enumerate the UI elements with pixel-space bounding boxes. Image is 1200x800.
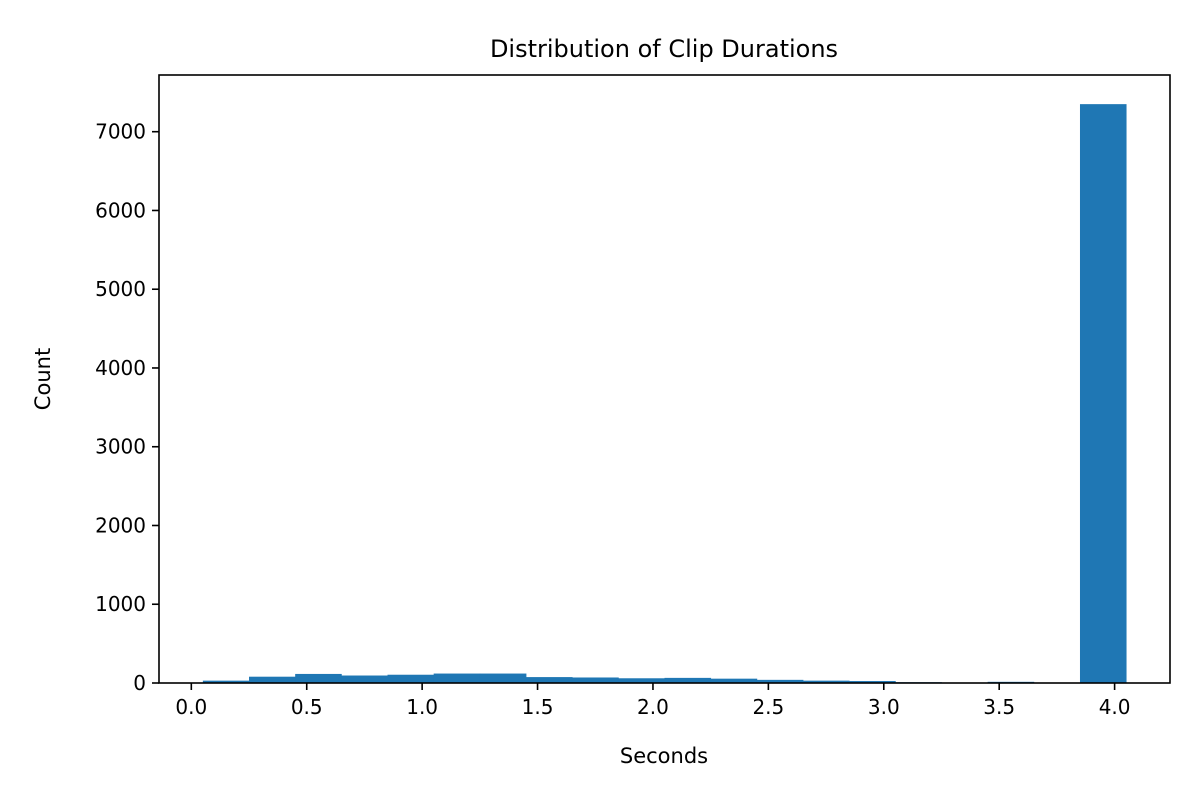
y-tick-label: 2000: [95, 513, 146, 537]
y-axis-label: Count: [31, 348, 55, 410]
y-axis-ticks: 0 1000 2000 3000 4000 5000 6000 7000: [95, 120, 159, 695]
y-tick-label: 4000: [95, 356, 146, 380]
histogram-bar: [249, 676, 296, 683]
y-tick-label: 5000: [95, 277, 146, 301]
y-tick-label: 6000: [95, 198, 146, 222]
histogram-bar: [1079, 104, 1127, 683]
histogram-bar: [572, 677, 619, 683]
x-tick-label: 3.5: [983, 695, 1015, 719]
x-tick-label: 2.5: [752, 695, 784, 719]
histogram-bar: [202, 680, 250, 683]
x-tick-label: 4.0: [1099, 695, 1131, 719]
histogram-bar: [710, 678, 758, 683]
bars-group: [202, 104, 1127, 683]
plot-frame: [158, 74, 1171, 684]
histogram-bar: [802, 680, 850, 683]
x-tick-label: 0.5: [291, 695, 323, 719]
x-axis-ticks: 0.0 0.5 1.0 1.5 2.0 2.5 3.0 3.5 4.0: [175, 683, 1131, 719]
histogram-bar: [618, 678, 665, 683]
x-tick-label: 1.5: [522, 695, 554, 719]
histogram-bar: [295, 673, 342, 683]
y-tick-label: 3000: [95, 435, 146, 459]
x-axis-label: Seconds: [620, 744, 708, 768]
x-tick-label: 1.0: [406, 695, 438, 719]
histogram-bar: [341, 675, 388, 683]
x-tick-label: 2.0: [637, 695, 669, 719]
chart-title: Distribution of Clip Durations: [490, 35, 838, 63]
histogram-bar: [387, 674, 435, 683]
y-tick-label: 0: [133, 671, 146, 695]
y-tick-label: 1000: [95, 592, 146, 616]
x-tick-label: 0.0: [175, 695, 207, 719]
histogram-bar: [664, 677, 712, 683]
histogram-bar: [479, 673, 527, 683]
x-tick-label: 3.0: [868, 695, 900, 719]
histogram-bar: [849, 681, 896, 683]
histogram-bar: [433, 673, 481, 683]
histogram-bar: [756, 679, 804, 683]
y-tick-label: 7000: [95, 120, 146, 144]
histogram-bar: [526, 677, 573, 683]
